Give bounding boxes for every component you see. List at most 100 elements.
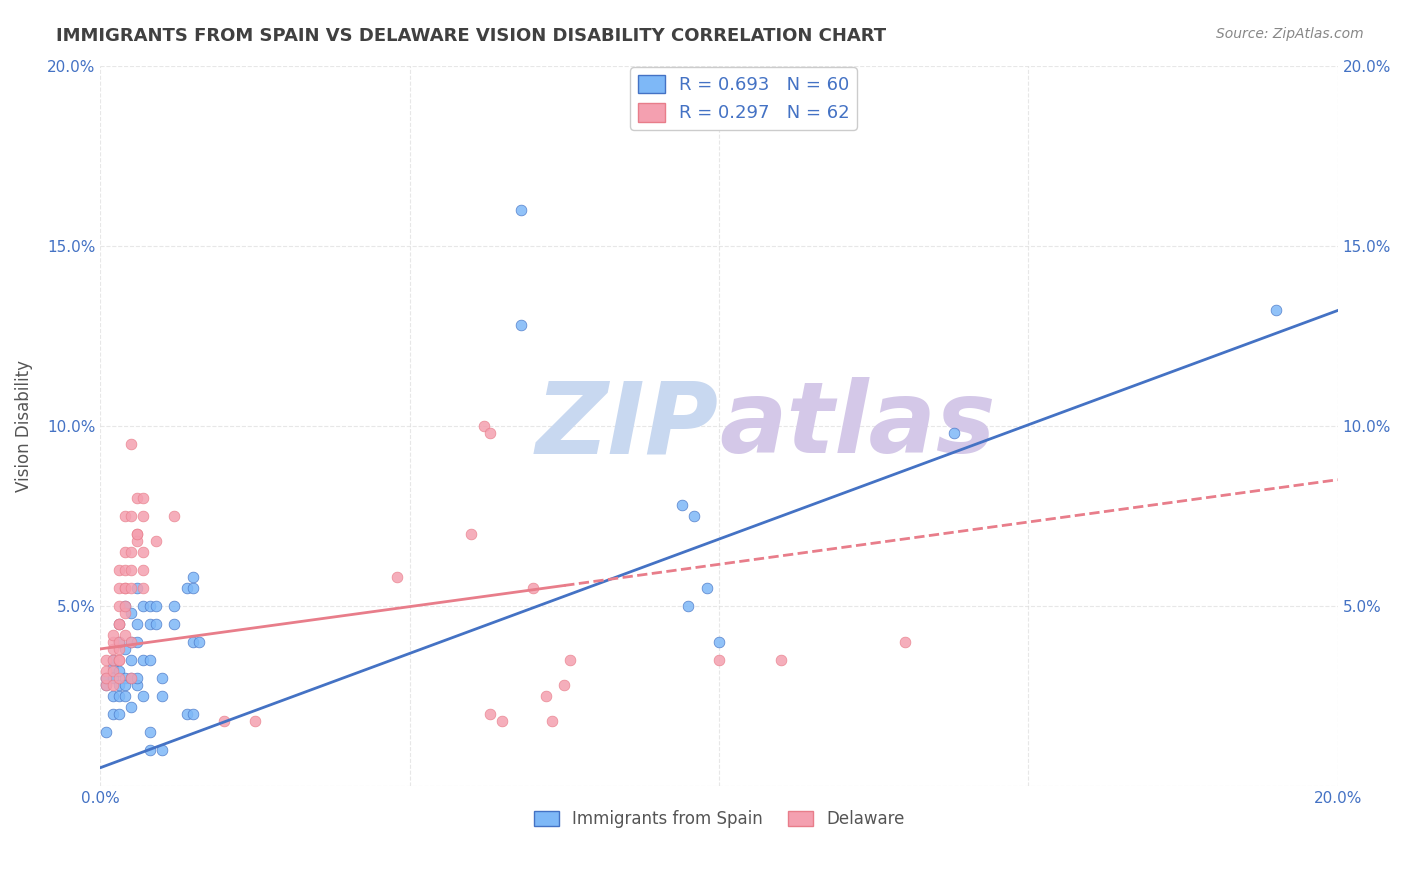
Point xyxy=(107,563,129,577)
Point xyxy=(120,436,142,450)
Point xyxy=(671,498,693,512)
Point xyxy=(101,627,124,641)
Point xyxy=(176,706,198,721)
Point xyxy=(460,526,482,541)
Point xyxy=(107,581,129,595)
Point xyxy=(145,599,167,613)
Point xyxy=(107,653,129,667)
Point xyxy=(145,616,167,631)
Point xyxy=(138,599,160,613)
Point xyxy=(96,678,118,692)
Point xyxy=(107,653,129,667)
Text: Source: ZipAtlas.com: Source: ZipAtlas.com xyxy=(1216,27,1364,41)
Point xyxy=(127,678,149,692)
Point xyxy=(101,660,124,674)
Point xyxy=(676,599,699,613)
Point xyxy=(541,714,564,728)
Point xyxy=(107,616,129,631)
Point xyxy=(120,606,142,620)
Point xyxy=(212,714,235,728)
Point xyxy=(101,689,124,703)
Point xyxy=(769,653,792,667)
Point xyxy=(509,318,531,332)
Point xyxy=(120,671,142,685)
Point xyxy=(127,491,149,505)
Point xyxy=(181,570,204,584)
Point xyxy=(176,581,198,595)
Point xyxy=(188,634,211,648)
Point xyxy=(107,642,129,657)
Point xyxy=(138,653,160,667)
Point xyxy=(114,599,136,613)
Point xyxy=(163,599,186,613)
Point xyxy=(114,606,136,620)
Point xyxy=(943,425,966,440)
Point xyxy=(127,616,149,631)
Point xyxy=(127,671,149,685)
Point xyxy=(114,671,136,685)
Point xyxy=(683,508,706,523)
Point xyxy=(96,671,118,685)
Point xyxy=(107,634,129,648)
Y-axis label: Vision Disability: Vision Disability xyxy=(15,359,32,491)
Point xyxy=(132,689,155,703)
Point xyxy=(101,678,124,692)
Point xyxy=(132,581,155,595)
Text: IMMIGRANTS FROM SPAIN VS DELAWARE VISION DISABILITY CORRELATION CHART: IMMIGRANTS FROM SPAIN VS DELAWARE VISION… xyxy=(56,27,886,45)
Point xyxy=(132,563,155,577)
Text: atlas: atlas xyxy=(718,377,995,475)
Point xyxy=(163,508,186,523)
Point xyxy=(560,653,582,667)
Point xyxy=(132,545,155,559)
Point xyxy=(107,616,129,631)
Point xyxy=(114,508,136,523)
Point xyxy=(114,581,136,595)
Point xyxy=(96,671,118,685)
Point xyxy=(120,634,142,648)
Point xyxy=(696,581,718,595)
Point xyxy=(96,653,118,667)
Point xyxy=(114,545,136,559)
Text: ZIP: ZIP xyxy=(536,377,718,475)
Point xyxy=(534,689,557,703)
Point xyxy=(385,570,408,584)
Point xyxy=(491,714,513,728)
Point xyxy=(478,425,501,440)
Point xyxy=(96,678,118,692)
Point xyxy=(107,616,129,631)
Point xyxy=(101,706,124,721)
Point xyxy=(893,634,915,648)
Point xyxy=(101,671,124,685)
Point xyxy=(522,581,544,595)
Point xyxy=(107,664,129,678)
Point xyxy=(107,706,129,721)
Point xyxy=(114,563,136,577)
Point xyxy=(132,599,155,613)
Point xyxy=(138,743,160,757)
Point xyxy=(553,678,575,692)
Point xyxy=(114,581,136,595)
Point xyxy=(120,634,142,648)
Point xyxy=(120,671,142,685)
Point xyxy=(181,634,204,648)
Point xyxy=(107,671,129,685)
Point xyxy=(181,581,204,595)
Point xyxy=(150,743,173,757)
Point xyxy=(120,508,142,523)
Point xyxy=(120,699,142,714)
Point xyxy=(101,642,124,657)
Point xyxy=(707,653,730,667)
Point xyxy=(478,706,501,721)
Point xyxy=(127,581,149,595)
Point xyxy=(127,634,149,648)
Point xyxy=(114,642,136,657)
Point xyxy=(181,706,204,721)
Point xyxy=(1264,303,1286,318)
Point xyxy=(114,627,136,641)
Point xyxy=(120,581,142,595)
Point xyxy=(107,689,129,703)
Point xyxy=(101,664,124,678)
Point xyxy=(114,599,136,613)
Point xyxy=(132,653,155,667)
Point xyxy=(163,616,186,631)
